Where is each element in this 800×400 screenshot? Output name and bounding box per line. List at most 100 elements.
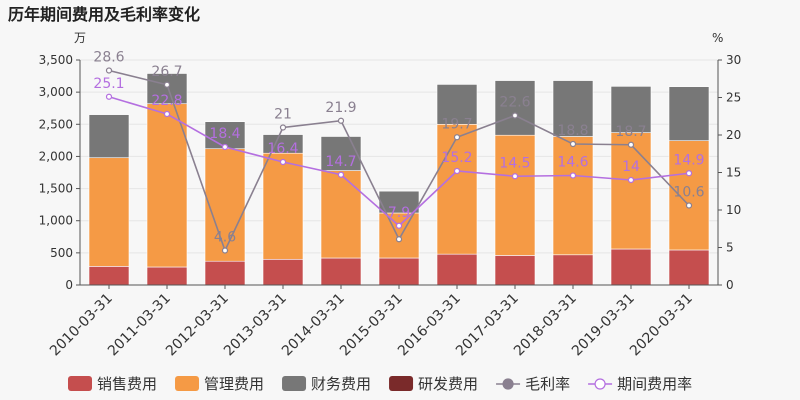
series-point[interactable] (337, 117, 345, 124)
bar-segment[interactable] (146, 103, 188, 268)
bar-segment[interactable] (610, 132, 652, 250)
series-point[interactable] (279, 124, 287, 131)
y-tick-label: 0 (65, 278, 73, 292)
bar-segment[interactable] (668, 249, 710, 286)
series-point[interactable] (105, 67, 113, 74)
data-label: 10.6 (673, 185, 704, 201)
y2-tick-label: 20 (726, 128, 741, 142)
series-point[interactable] (105, 93, 113, 100)
data-label: 19.7 (441, 116, 472, 132)
data-label: 15.2 (441, 150, 472, 166)
data-label: 21.9 (325, 100, 356, 116)
bar-segment[interactable] (494, 80, 536, 136)
data-label: 18.4 (209, 126, 240, 142)
series-point[interactable] (511, 173, 519, 180)
data-labels: 28.6 26.7 4.6 21 21.9 19.7 22.6 18.8 18.7 10.6 25.… (93, 50, 704, 246)
bar-segment[interactable] (320, 257, 362, 286)
bar-segment[interactable] (494, 134, 536, 256)
y-tick-label: 1,000 (39, 214, 73, 228)
y2-tick-label: 0 (726, 278, 734, 292)
bar-segment[interactable] (552, 80, 594, 137)
series-point[interactable] (279, 158, 287, 166)
bar-segment[interactable] (610, 248, 652, 286)
bar-segment[interactable] (88, 266, 130, 286)
legend[interactable]: 销售费用 管理费用 财务费用 研发费用 毛利率 期间费用率 (68, 375, 692, 393)
data-label: 14.7 (325, 154, 356, 170)
legend-swatch[interactable] (282, 376, 307, 391)
bar-segment[interactable] (320, 170, 362, 259)
legend-label[interactable]: 财务费用 (311, 375, 371, 393)
series-point[interactable] (569, 140, 577, 148)
bar-segment[interactable] (436, 84, 478, 125)
y-tick-label: 500 (50, 246, 73, 260)
bar-segment[interactable] (88, 157, 130, 267)
series-point[interactable] (453, 134, 461, 141)
legend-label[interactable]: 管理费用 (204, 375, 264, 393)
bar-segment[interactable] (146, 73, 188, 105)
bar-segment[interactable] (262, 152, 304, 260)
bar-segment[interactable] (494, 255, 536, 286)
series-point[interactable] (163, 110, 171, 118)
legend-label[interactable]: 销售费用 (97, 375, 157, 393)
data-label: 22.6 (499, 95, 530, 111)
bar-segment[interactable] (668, 140, 710, 251)
legend-label[interactable]: 期间费用率 (617, 375, 692, 393)
series-point[interactable] (627, 176, 635, 184)
data-label: 21 (274, 107, 292, 123)
series-point[interactable] (569, 172, 577, 179)
y2-tick-label: 25 (726, 91, 741, 105)
y-tick-label: 3,500 (39, 53, 73, 67)
series-point[interactable] (627, 141, 635, 148)
y-tick-label: 1,500 (39, 182, 73, 196)
bar-segment[interactable] (378, 257, 420, 286)
bar-segment[interactable] (146, 266, 188, 286)
bar-segment[interactable] (378, 190, 420, 214)
y2-tick-label: 30 (726, 53, 741, 67)
series-point[interactable] (685, 202, 693, 209)
series-point[interactable] (395, 222, 403, 229)
bar-segment[interactable] (204, 148, 246, 262)
legend-label[interactable]: 研发费用 (418, 375, 478, 393)
series-point[interactable] (337, 171, 345, 178)
series-point[interactable] (221, 247, 229, 254)
bar-segment[interactable] (320, 136, 362, 171)
y2-tick-label: 15 (726, 166, 741, 180)
chart-title: 历年期间费用及毛利率变化 (8, 5, 200, 24)
y2-tick-label: 10 (726, 203, 741, 217)
bar-segment[interactable] (204, 260, 246, 286)
bar-segment[interactable] (262, 258, 304, 286)
data-label: 4.6 (214, 230, 236, 246)
bar-segment[interactable] (88, 114, 130, 159)
bars (88, 73, 710, 286)
legend-swatch-marker[interactable] (594, 378, 606, 390)
data-label: 28.6 (93, 50, 124, 66)
bar-segment[interactable] (436, 123, 478, 255)
bar-segment[interactable] (552, 254, 594, 286)
bar-segment[interactable] (610, 86, 652, 133)
y2-tick-label: 5 (726, 241, 734, 255)
data-label: 26.7 (151, 64, 182, 80)
lines (105, 67, 693, 254)
bar-segment[interactable] (378, 212, 420, 259)
series-point[interactable] (511, 112, 519, 119)
series-point[interactable] (221, 143, 229, 151)
data-label: 14 (622, 159, 640, 175)
series-point[interactable] (685, 170, 693, 177)
legend-swatch[interactable] (389, 376, 414, 391)
legend-swatch[interactable] (68, 376, 92, 391)
series-point[interactable] (453, 167, 461, 175)
bar-segment[interactable] (668, 86, 710, 141)
legend-label[interactable]: 毛利率 (525, 375, 570, 393)
data-label: 25.1 (93, 76, 124, 92)
data-label: 14.5 (499, 155, 530, 171)
legend-swatch-marker[interactable] (502, 378, 514, 390)
data-label: 7.9 (388, 205, 410, 221)
bar-segment[interactable] (436, 253, 478, 286)
y-tick-label: 3,000 (39, 85, 73, 99)
bar-segment[interactable] (552, 136, 594, 256)
series-point[interactable] (163, 81, 171, 88)
series-point[interactable] (395, 236, 403, 243)
data-label: 22.8 (151, 93, 182, 109)
legend-swatch[interactable] (175, 376, 200, 391)
